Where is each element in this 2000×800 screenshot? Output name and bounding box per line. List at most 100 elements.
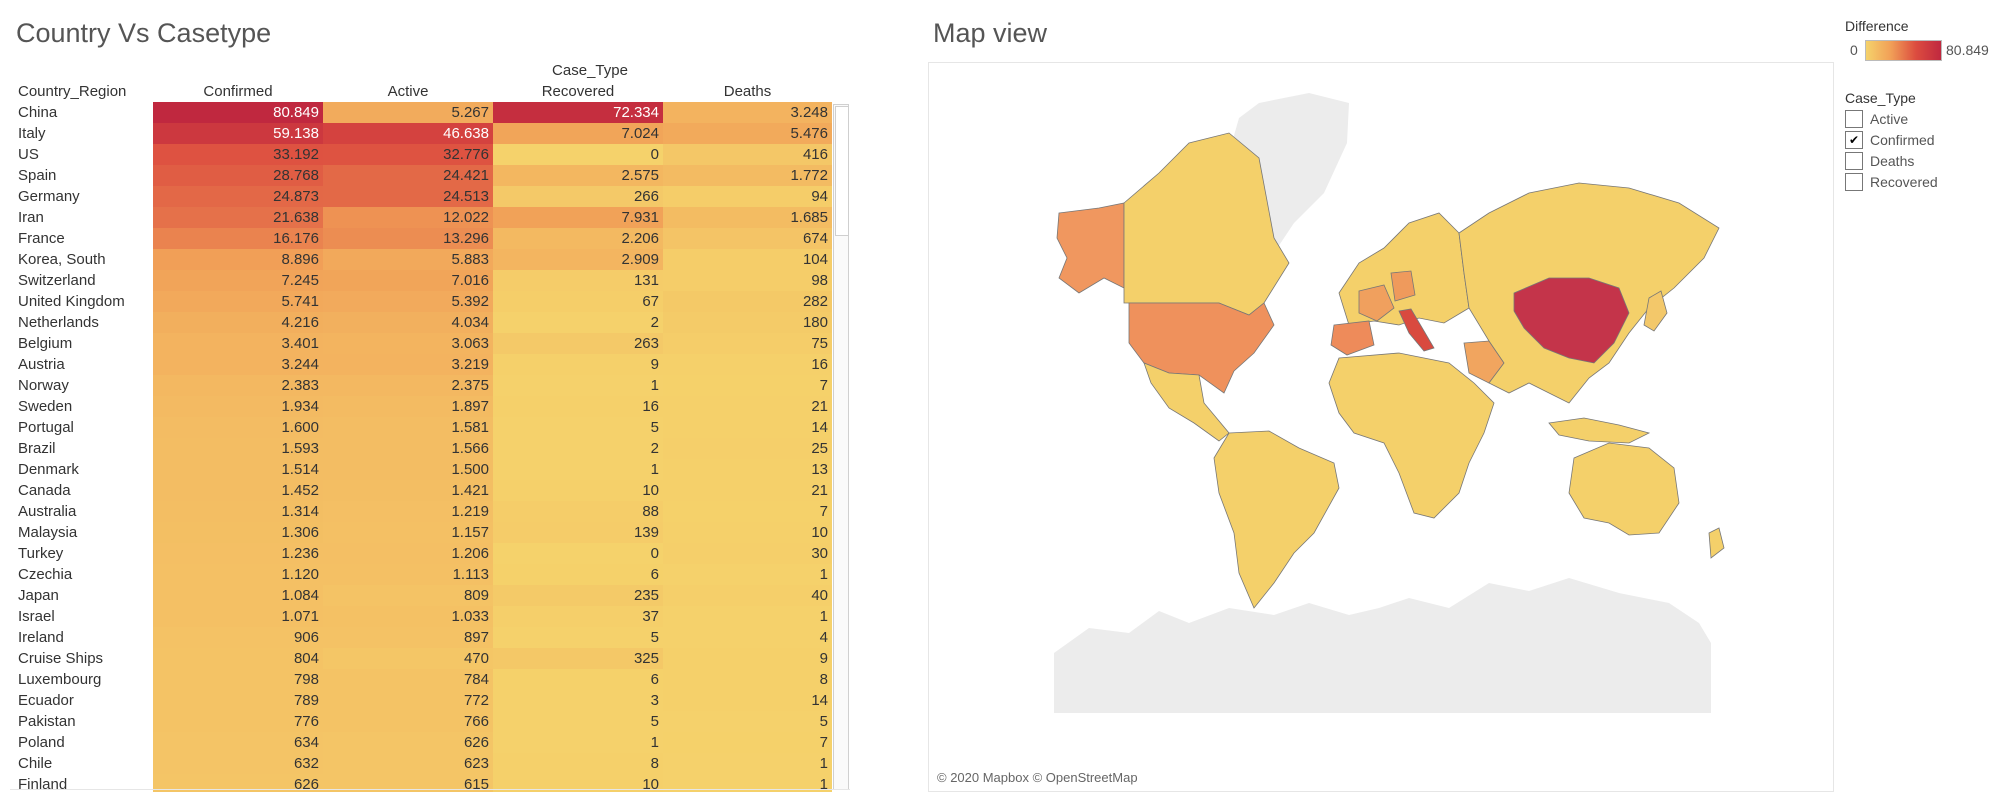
cell-confirmed[interactable]: 3.244 — [153, 354, 323, 375]
cell-active[interactable]: 1.566 — [323, 438, 493, 459]
cell-recovered[interactable]: 1 — [493, 459, 663, 480]
cell-deaths[interactable]: 21 — [663, 480, 832, 501]
cell-recovered[interactable]: 5 — [493, 627, 663, 648]
cell-recovered[interactable]: 16 — [493, 396, 663, 417]
cell-recovered[interactable]: 3 — [493, 690, 663, 711]
cell-active[interactable]: 1.581 — [323, 417, 493, 438]
cell-deaths[interactable]: 14 — [663, 417, 832, 438]
table-row[interactable]: Malaysia 1.306 1.157 139 10 — [10, 522, 832, 543]
cell-recovered[interactable]: 37 — [493, 606, 663, 627]
cell-deaths[interactable]: 1.772 — [663, 165, 832, 186]
cell-confirmed[interactable]: 21.638 — [153, 207, 323, 228]
row-header[interactable]: Country_Region — [18, 83, 127, 100]
cell-deaths[interactable]: 13 — [663, 459, 832, 480]
cell-confirmed[interactable]: 1.071 — [153, 606, 323, 627]
table-row[interactable]: Spain 28.768 24.421 2.575 1.772 — [10, 165, 832, 186]
cell-recovered[interactable]: 88 — [493, 501, 663, 522]
cell-deaths[interactable]: 1 — [663, 753, 832, 774]
cell-active[interactable]: 4.034 — [323, 312, 493, 333]
cell-active[interactable]: 1.219 — [323, 501, 493, 522]
table-row[interactable]: Chile 632 623 8 1 — [10, 753, 832, 774]
cell-recovered[interactable]: 2.575 — [493, 165, 663, 186]
cell-confirmed[interactable]: 28.768 — [153, 165, 323, 186]
cell-recovered[interactable]: 7.931 — [493, 207, 663, 228]
cell-deaths[interactable]: 8 — [663, 669, 832, 690]
cell-recovered[interactable]: 1 — [493, 375, 663, 396]
cell-deaths[interactable]: 1.685 — [663, 207, 832, 228]
cell-recovered[interactable]: 8 — [493, 753, 663, 774]
cell-active[interactable]: 1.157 — [323, 522, 493, 543]
table-row[interactable]: Portugal 1.600 1.581 5 14 — [10, 417, 832, 438]
cell-confirmed[interactable]: 1.306 — [153, 522, 323, 543]
cell-active[interactable]: 32.776 — [323, 144, 493, 165]
cell-active[interactable]: 1.897 — [323, 396, 493, 417]
table-row[interactable]: Sweden 1.934 1.897 16 21 — [10, 396, 832, 417]
column-header-active[interactable]: Active — [387, 83, 429, 100]
cell-active[interactable]: 626 — [323, 732, 493, 753]
cell-deaths[interactable]: 416 — [663, 144, 832, 165]
table-row[interactable]: Germany 24.873 24.513 266 94 — [10, 186, 832, 207]
column-header-recovered[interactable]: Recovered — [541, 83, 615, 100]
table-row[interactable]: Netherlands 4.216 4.034 2 180 — [10, 312, 832, 333]
table-row[interactable]: Luxembourg 798 784 6 8 — [10, 669, 832, 690]
checkbox[interactable]: ✔ — [1845, 131, 1863, 149]
cell-deaths[interactable]: 30 — [663, 543, 832, 564]
checkbox[interactable] — [1845, 173, 1863, 191]
cell-active[interactable]: 7.016 — [323, 270, 493, 291]
cell-confirmed[interactable]: 24.873 — [153, 186, 323, 207]
cell-recovered[interactable]: 139 — [493, 522, 663, 543]
cell-confirmed[interactable]: 1.452 — [153, 480, 323, 501]
cell-confirmed[interactable]: 59.138 — [153, 123, 323, 144]
cell-deaths[interactable]: 14 — [663, 690, 832, 711]
cell-active[interactable]: 772 — [323, 690, 493, 711]
table-row[interactable]: Denmark 1.514 1.500 1 13 — [10, 459, 832, 480]
cell-recovered[interactable]: 325 — [493, 648, 663, 669]
cell-deaths[interactable]: 1 — [663, 606, 832, 627]
filter-option-deaths[interactable]: Deaths — [1845, 150, 1995, 170]
cell-deaths[interactable]: 104 — [663, 249, 832, 270]
cell-recovered[interactable]: 5 — [493, 711, 663, 732]
table-row[interactable]: Poland 634 626 1 7 — [10, 732, 832, 753]
table-row[interactable]: Turkey 1.236 1.206 0 30 — [10, 543, 832, 564]
table-row[interactable]: France 16.176 13.296 2.206 674 — [10, 228, 832, 249]
table-row[interactable]: Austria 3.244 3.219 9 16 — [10, 354, 832, 375]
cell-confirmed[interactable]: 1.593 — [153, 438, 323, 459]
table-row[interactable]: Cruise Ships 804 470 325 9 — [10, 648, 832, 669]
cell-active[interactable]: 897 — [323, 627, 493, 648]
table-row[interactable]: Japan 1.084 809 235 40 — [10, 585, 832, 606]
cell-confirmed[interactable]: 16.176 — [153, 228, 323, 249]
table-row[interactable]: Italy 59.138 46.638 7.024 5.476 — [10, 123, 832, 144]
cell-recovered[interactable]: 235 — [493, 585, 663, 606]
cell-recovered[interactable]: 2.206 — [493, 228, 663, 249]
cell-active[interactable]: 5.267 — [323, 102, 493, 123]
table-row[interactable]: Finland 626 615 10 1 — [10, 774, 832, 792]
table-scrollbar[interactable] — [833, 104, 849, 790]
table-row[interactable]: Czechia 1.120 1.113 6 1 — [10, 564, 832, 585]
cell-recovered[interactable]: 5 — [493, 417, 663, 438]
cell-recovered[interactable]: 10 — [493, 480, 663, 501]
cell-deaths[interactable]: 7 — [663, 375, 832, 396]
cell-active[interactable]: 46.638 — [323, 123, 493, 144]
cell-deaths[interactable]: 3.248 — [663, 102, 832, 123]
cell-deaths[interactable]: 10 — [663, 522, 832, 543]
table-row[interactable]: Korea, South 8.896 5.883 2.909 104 — [10, 249, 832, 270]
cell-active[interactable]: 5.883 — [323, 249, 493, 270]
cell-confirmed[interactable]: 1.236 — [153, 543, 323, 564]
cell-confirmed[interactable]: 4.216 — [153, 312, 323, 333]
cell-confirmed[interactable]: 789 — [153, 690, 323, 711]
cell-active[interactable]: 615 — [323, 774, 493, 792]
table-row[interactable]: Switzerland 7.245 7.016 131 98 — [10, 270, 832, 291]
table-row[interactable]: Canada 1.452 1.421 10 21 — [10, 480, 832, 501]
cell-recovered[interactable]: 7.024 — [493, 123, 663, 144]
cell-deaths[interactable]: 1 — [663, 774, 832, 792]
cell-recovered[interactable]: 131 — [493, 270, 663, 291]
cell-active[interactable]: 1.421 — [323, 480, 493, 501]
cell-deaths[interactable]: 40 — [663, 585, 832, 606]
world-map[interactable] — [929, 63, 1835, 793]
cell-recovered[interactable]: 0 — [493, 144, 663, 165]
cell-confirmed[interactable]: 1.514 — [153, 459, 323, 480]
cell-confirmed[interactable]: 8.896 — [153, 249, 323, 270]
cell-confirmed[interactable]: 7.245 — [153, 270, 323, 291]
cell-active[interactable]: 470 — [323, 648, 493, 669]
cell-active[interactable]: 24.513 — [323, 186, 493, 207]
